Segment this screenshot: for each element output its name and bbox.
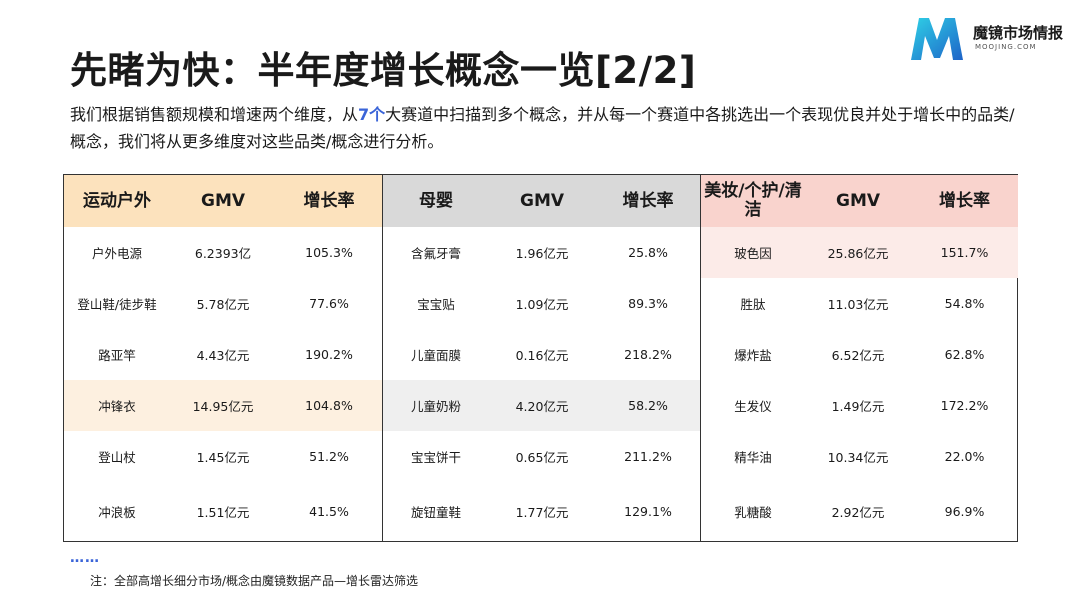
- table-sports-outdoor: 运动户外 GMV 增长率 户外电源 6.2393亿 105.3% 登山鞋/徒步鞋…: [64, 175, 382, 541]
- header-gmv: GMV: [835, 190, 881, 211]
- table-row: 爆炸盐 6.52亿元 62.8%: [701, 329, 1018, 380]
- growth-rate: 104.8%: [305, 398, 353, 413]
- brand-domain: MOOJING.COM: [975, 43, 1037, 51]
- header-growth: 增长率: [303, 190, 355, 211]
- intro-paragraph: 我们根据销售额规模和增速两个维度，从7个大赛道中扫描到多个概念，并从每一个赛道中…: [70, 101, 1030, 155]
- gmv-value: 5.78亿元: [196, 297, 250, 312]
- concept-name: 儿童面膜: [410, 348, 461, 363]
- growth-rate: 22.0%: [944, 449, 985, 464]
- concept-name: 宝宝贴: [417, 297, 455, 312]
- moojing-m-icon: [911, 18, 963, 60]
- gmv-value: 0.65亿元: [515, 450, 569, 465]
- growth-rate: 96.9%: [944, 504, 985, 519]
- table-row-highlighted: 玻色因 25.86亿元 151.7%: [701, 227, 1018, 278]
- concept-name: 路亚竿: [98, 348, 136, 363]
- growth-rate: 211.2%: [624, 449, 672, 464]
- table-header: 美妆/个护/清洁 GMV 增长率: [701, 175, 1018, 227]
- brand-name: 魔镜市场情报: [973, 24, 1064, 42]
- concept-name: 登山鞋/徒步鞋: [77, 297, 157, 312]
- table-row: 宝宝贴 1.09亿元 89.3%: [383, 278, 701, 329]
- growth-rate: 51.2%: [309, 449, 349, 464]
- table-row: 登山杖 1.45亿元 51.2%: [64, 431, 382, 482]
- gmv-value: 6.52亿元: [831, 348, 885, 363]
- header-growth: 增长率: [939, 190, 990, 211]
- intro-text-after: 大赛道中扫描到多个概念，并从每一个赛道中各挑选出一个表现优良并处于增长中的品类/…: [70, 105, 1015, 151]
- table-row: 生发仪 1.49亿元 172.2%: [701, 380, 1018, 431]
- table-row: 含氟牙膏 1.96亿元 25.8%: [383, 227, 701, 278]
- table-row: 户外电源 6.2393亿 105.3%: [64, 227, 382, 278]
- gmv-value: 0.16亿元: [515, 348, 569, 363]
- table-row: 精华油 10.34亿元 22.0%: [701, 431, 1018, 482]
- table-row-highlighted: 冲锋衣 14.95亿元 104.8%: [64, 380, 382, 431]
- table-row-highlighted: 儿童奶粉 4.20亿元 58.2%: [383, 380, 701, 431]
- concept-name: 精华油: [734, 450, 772, 465]
- concept-name: 宝宝饼干: [410, 450, 461, 465]
- gmv-value: 11.03亿元: [827, 297, 889, 312]
- gmv-value: 1.49亿元: [831, 399, 885, 414]
- intro-highlight: 7个: [358, 105, 386, 124]
- header-growth: 增长率: [622, 190, 674, 211]
- table-header: 母婴 GMV 增长率: [383, 175, 701, 227]
- table-row: 路亚竿 4.43亿元 190.2%: [64, 329, 382, 380]
- growth-rate: 41.5%: [309, 504, 349, 519]
- growth-rate: 172.2%: [940, 398, 989, 413]
- gmv-value: 1.77亿元: [515, 505, 569, 520]
- table-row: 宝宝饼干 0.65亿元 211.2%: [383, 431, 701, 482]
- header-gmv: GMV: [200, 190, 246, 211]
- table-beauty-care: 美妆/个护/清洁 GMV 增长率 玻色因 25.86亿元 151.7% 胜肽 1…: [700, 175, 1018, 541]
- concept-name: 胜肽: [740, 297, 766, 312]
- table-row: 登山鞋/徒步鞋 5.78亿元 77.6%: [64, 278, 382, 329]
- gmv-value: 25.86亿元: [827, 246, 889, 261]
- table-row: 胜肽 11.03亿元 54.8%: [701, 278, 1018, 329]
- growth-rate: 89.3%: [628, 296, 668, 311]
- gmv-value: 1.09亿元: [515, 297, 569, 312]
- growth-rate: 129.1%: [624, 504, 672, 519]
- concept-name: 登山杖: [98, 450, 136, 465]
- table-row: 冲浪板 1.51亿元 41.5%: [64, 482, 382, 541]
- growth-rate: 54.8%: [944, 296, 985, 311]
- table-row: 儿童面膜 0.16亿元 218.2%: [383, 329, 701, 380]
- footnote: 注：全部高增长细分市场/概念由魔镜数据产品—增长雷达筛选: [90, 574, 419, 588]
- gmv-value: 2.92亿元: [831, 505, 885, 520]
- table-mother-baby: 母婴 GMV 增长率 含氟牙膏 1.96亿元 25.8% 宝宝贴 1.09亿元 …: [382, 175, 701, 541]
- moojing-logo: 魔镜市场情报 MOOJING.COM: [909, 14, 1069, 64]
- growth-rate: 151.7%: [940, 245, 989, 260]
- gmv-value: 4.43亿元: [196, 348, 250, 363]
- header-category: 运动户外: [83, 190, 151, 211]
- gmv-value: 4.20亿元: [515, 399, 569, 414]
- growth-rate: 58.2%: [628, 398, 668, 413]
- concept-name: 户外电源: [91, 246, 142, 261]
- gmv-value: 1.45亿元: [196, 450, 250, 465]
- concept-name: 冲浪板: [98, 505, 136, 520]
- gmv-value: 10.34亿元: [827, 450, 889, 465]
- concept-name: 冲锋衣: [98, 399, 136, 414]
- concept-name: 含氟牙膏: [410, 246, 461, 261]
- page-title: 先睹为快：半年度增长概念一览[2/2]: [70, 49, 697, 92]
- intro-text-before: 我们根据销售额规模和增速两个维度，从: [70, 105, 359, 124]
- table-row: 乳糖酸 2.92亿元 96.9%: [701, 482, 1018, 541]
- growth-rate: 105.3%: [305, 245, 353, 260]
- concept-name: 爆炸盐: [734, 348, 772, 363]
- growth-rate: 218.2%: [624, 347, 672, 362]
- concept-name: 玻色因: [734, 246, 772, 261]
- gmv-value: 1.51亿元: [196, 505, 250, 520]
- concept-name: 儿童奶粉: [410, 399, 461, 414]
- concept-name: 乳糖酸: [734, 505, 772, 520]
- table-row: 旋钮童鞋 1.77亿元 129.1%: [383, 482, 701, 541]
- concept-name: 生发仪: [734, 399, 772, 414]
- gmv-value: 14.95亿元: [192, 399, 254, 414]
- gmv-value: 1.96亿元: [515, 246, 569, 261]
- header-category: 母婴: [419, 190, 453, 211]
- concept-name: 旋钮童鞋: [410, 505, 461, 520]
- growth-rate: 190.2%: [305, 347, 353, 362]
- decorative-dots: ……: [70, 550, 100, 566]
- header-category: 美妆/个护/清洁: [704, 181, 802, 220]
- growth-rate: 25.8%: [628, 245, 668, 260]
- growth-rate: 62.8%: [944, 347, 985, 362]
- header-gmv: GMV: [519, 190, 565, 211]
- table-header: 运动户外 GMV 增长率: [64, 175, 382, 227]
- category-tables: 运动户外 GMV 增长率 户外电源 6.2393亿 105.3% 登山鞋/徒步鞋…: [63, 174, 1018, 542]
- gmv-value: 6.2393亿: [194, 246, 252, 261]
- growth-rate: 77.6%: [309, 296, 349, 311]
